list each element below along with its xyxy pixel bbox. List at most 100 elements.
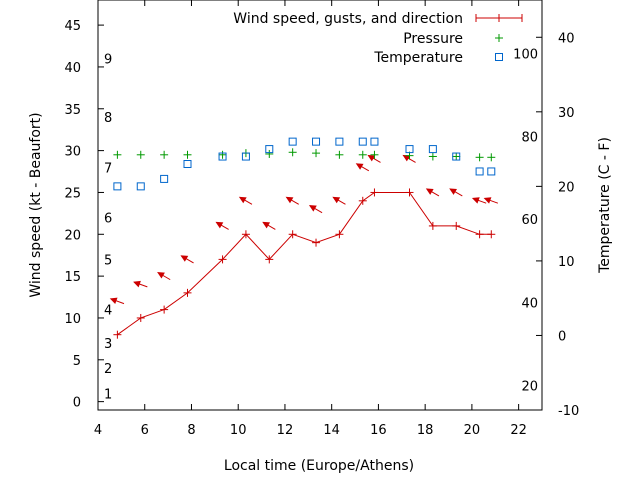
- wind-direction-arrow-head: [425, 188, 434, 195]
- x-axis-title: Local time (Europe/Athens): [224, 458, 414, 474]
- legend-label: Pressure: [403, 31, 463, 47]
- wind-speed-line: [117, 191, 492, 336]
- temperature-point: [358, 137, 367, 146]
- beaufort-label: 3: [104, 337, 112, 352]
- x-tick-label: 22: [510, 423, 527, 438]
- temperature-point: [335, 137, 344, 146]
- legend-label: Temperature: [373, 50, 463, 66]
- y-tick-label: 5: [73, 354, 81, 369]
- wind-direction-arrow: [483, 197, 499, 204]
- y-tick-label: 20: [64, 228, 81, 243]
- temperature-point: [370, 137, 379, 146]
- wind-direction-arrow-head: [308, 205, 317, 212]
- series-layer: [109, 137, 499, 339]
- beaufort-label: 8: [104, 111, 112, 126]
- beaufort-label: 1: [104, 387, 112, 402]
- x-tick-label: 12: [277, 423, 294, 438]
- y-tick-label: 35: [64, 103, 81, 118]
- y-tick-label: 15: [64, 270, 81, 285]
- temperature-point: [452, 152, 461, 161]
- wind-direction-arrow: [285, 196, 299, 205]
- temperature-point: [160, 174, 169, 183]
- wind-direction-arrow: [215, 221, 229, 230]
- y2-axis-title: Temperature (C - F): [597, 137, 613, 274]
- temperature-point: [312, 137, 321, 146]
- temperature-point: [136, 182, 145, 191]
- y2-tick-label: 40: [558, 31, 575, 46]
- temperature-point: [487, 167, 496, 176]
- fahrenheit-labels: 20 40 60 80 100: [513, 48, 538, 395]
- temperature-point: [183, 160, 192, 168]
- wind-direction-arrow: [262, 221, 276, 230]
- y2-tick-label: 20: [558, 180, 575, 195]
- beaufort-labels: 1 2 3 4 5 6 7 8 9: [104, 53, 112, 403]
- fahrenheit-label: 20: [521, 379, 538, 394]
- y-tick-label: 40: [64, 61, 81, 76]
- x-axis: 4 6 8 10 12 14 16 18 20 22: [94, 0, 527, 438]
- wind-direction-arrow: [133, 280, 148, 288]
- wind-direction-arrow-head: [262, 221, 271, 229]
- fahrenheit-label: 80: [521, 130, 538, 145]
- wind-direction-arrow-head: [449, 188, 457, 195]
- wind-direction-arrow: [180, 255, 194, 264]
- wind-direction-arrow: [367, 154, 381, 163]
- wind-direction-arrow-head: [402, 154, 411, 162]
- legend: Wind speed, gusts, and direction Pressure…: [233, 11, 523, 66]
- y-tick-label: 30: [64, 145, 81, 160]
- beaufort-label: 4: [104, 304, 112, 319]
- wind-direction-arrow-head: [355, 163, 364, 170]
- beaufort-label: 5: [104, 253, 112, 268]
- x-tick-label: 10: [230, 423, 247, 438]
- fahrenheit-label: 40: [521, 297, 538, 312]
- wind-direction-arrow: [471, 197, 487, 204]
- y2-tick-label: 30: [558, 106, 575, 121]
- legend-swatch-temperature: [495, 53, 503, 61]
- wind-direction-arrow: [449, 188, 463, 197]
- temperature-point: [241, 152, 250, 161]
- wind-direction-arrow-head: [157, 272, 165, 279]
- y-tick-label: 45: [64, 19, 81, 34]
- y2-tick-label: 10: [558, 255, 575, 270]
- wind-direction-arrow-head: [133, 280, 141, 288]
- fahrenheit-label: 100: [513, 48, 538, 63]
- wind-direction-arrow-head: [109, 297, 118, 305]
- temperature-point: [265, 145, 274, 154]
- x-tick-label: 14: [323, 423, 340, 438]
- wind-direction-arrow-head: [483, 197, 492, 204]
- plot-area: [97, 0, 543, 411]
- temperature-point: [475, 167, 484, 176]
- legend-label: Wind speed, gusts, and direction: [233, 11, 463, 27]
- beaufort-label: 7: [104, 161, 112, 176]
- wind-direction-arrow: [157, 272, 171, 281]
- wind-direction-arrow-head: [285, 196, 294, 204]
- x-tick-label: 16: [370, 423, 387, 438]
- wind-direction-arrow-head: [215, 221, 224, 229]
- y-axis-title: Wind speed (kt - Beaufort): [28, 112, 44, 297]
- wind-direction-arrow: [308, 205, 323, 214]
- x-tick-label: 8: [187, 423, 195, 438]
- wind-direction-arrow-head: [367, 154, 376, 162]
- x-tick-label: 20: [464, 423, 481, 438]
- wind-direction-arrow: [109, 297, 125, 305]
- y-tick-label: 0: [73, 396, 81, 411]
- temperature-point: [288, 137, 297, 146]
- wind-direction-arrow: [425, 188, 440, 197]
- fahrenheit-label: 60: [521, 213, 538, 228]
- y2-axis: -10 0 10 20 30 40: [536, 31, 579, 419]
- beaufort-label: 6: [104, 212, 112, 227]
- temperature-point: [218, 152, 227, 161]
- beaufort-label: 9: [104, 53, 112, 68]
- y2-tick-label: -10: [558, 404, 579, 419]
- x-tick-label: 18: [417, 423, 434, 438]
- x-tick-label: 6: [141, 423, 149, 438]
- wind-direction-arrow: [238, 196, 253, 205]
- y2-tick-label: 0: [558, 329, 566, 344]
- wind-direction-arrow: [355, 163, 370, 172]
- beaufort-label: 2: [104, 362, 112, 377]
- wind-direction-arrow-head: [238, 196, 247, 204]
- wind-direction-arrow: [332, 196, 346, 205]
- temperature-point: [428, 145, 437, 154]
- temperature-point: [113, 182, 122, 191]
- wind-direction-arrow-head: [180, 255, 189, 262]
